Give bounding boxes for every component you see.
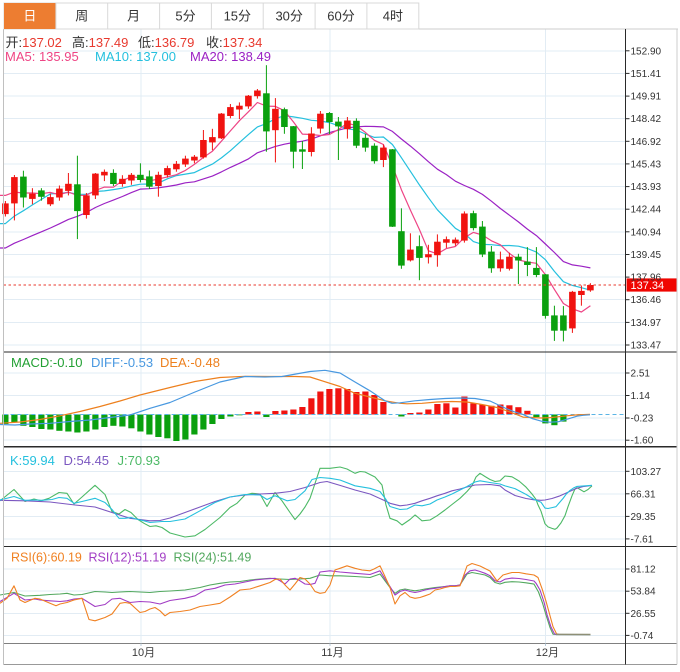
- svg-text:K:59.94D:54.45J:70.93: K:59.94 D:54.45 J:70.93: [10, 453, 160, 468]
- svg-text:66.31: 66.31: [631, 489, 656, 500]
- svg-text:142.44: 142.44: [631, 205, 662, 216]
- svg-text:151.41: 151.41: [631, 69, 662, 80]
- svg-text:152.90: 152.90: [631, 46, 662, 57]
- svg-text:137.96: 137.96: [631, 273, 662, 284]
- svg-text:81.12: 81.12: [631, 565, 656, 576]
- svg-text:146.92: 146.92: [631, 137, 662, 148]
- svg-text:-0.74: -0.74: [631, 631, 654, 642]
- svg-text:11月: 11月: [321, 647, 343, 659]
- svg-text:2.51: 2.51: [631, 369, 651, 380]
- svg-text:134.97: 134.97: [631, 318, 662, 329]
- svg-text:-0.23: -0.23: [631, 414, 654, 425]
- svg-text:145.43: 145.43: [631, 159, 662, 170]
- svg-text:5分: 5分: [175, 9, 195, 24]
- svg-text:53.84: 53.84: [631, 587, 656, 598]
- svg-text:149.91: 149.91: [631, 92, 662, 103]
- svg-text:137.34: 137.34: [631, 280, 665, 292]
- svg-text:12月: 12月: [536, 647, 559, 659]
- svg-text:30分: 30分: [275, 9, 302, 24]
- svg-text:26.55: 26.55: [631, 609, 656, 620]
- svg-text:-1.60: -1.60: [631, 436, 654, 447]
- svg-text:15分: 15分: [224, 9, 251, 24]
- svg-text:103.27: 103.27: [631, 467, 662, 478]
- svg-text:136.46: 136.46: [631, 295, 662, 306]
- svg-text:60分: 60分: [327, 9, 354, 24]
- svg-text:4时: 4时: [383, 9, 403, 24]
- svg-text:139.45: 139.45: [631, 250, 662, 261]
- svg-text:133.47: 133.47: [631, 341, 662, 352]
- svg-text:周: 周: [75, 9, 88, 24]
- svg-text:143.93: 143.93: [631, 182, 662, 193]
- svg-text:148.42: 148.42: [631, 114, 662, 125]
- svg-text:10月: 10月: [132, 647, 155, 659]
- svg-text:月: 月: [127, 9, 140, 24]
- svg-text:140.94: 140.94: [631, 227, 662, 238]
- svg-text:1.14: 1.14: [631, 391, 651, 402]
- svg-text:-7.61: -7.61: [631, 534, 654, 545]
- svg-text:29.35: 29.35: [631, 512, 656, 523]
- svg-text:日: 日: [23, 9, 36, 24]
